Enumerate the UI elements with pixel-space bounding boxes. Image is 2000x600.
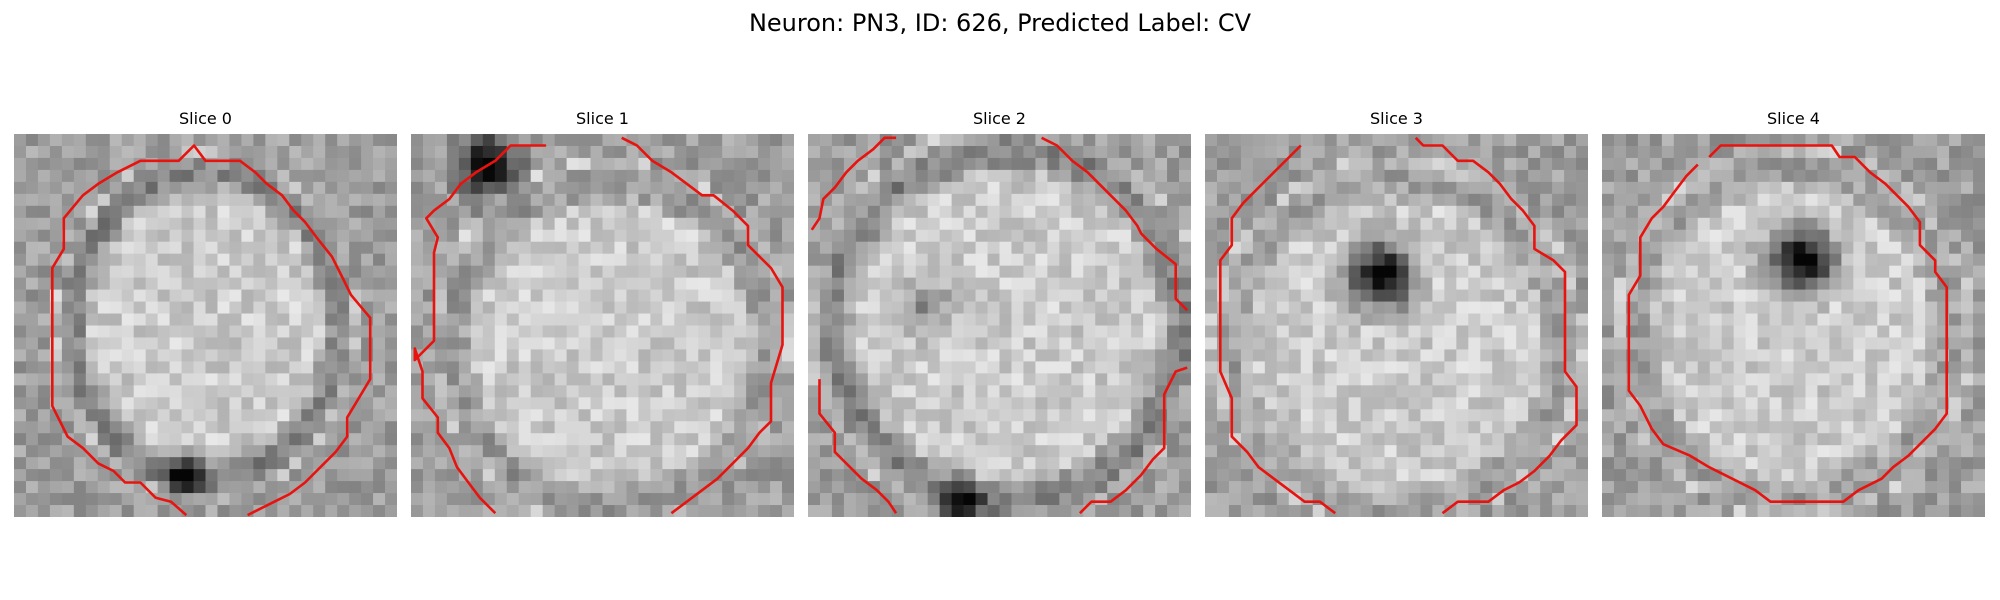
figure-title: Neuron: PN3, ID: 626, Predicted Label: C… [748, 9, 1252, 37]
slice-image-3 [1205, 134, 1588, 517]
contour-line-0-0 [50, 144, 372, 517]
slice-image-2 [808, 134, 1191, 517]
slice-panel-3: Slice 3 [1205, 108, 1588, 518]
contour-line-1-0 [413, 144, 547, 515]
contour-line-2-3 [1078, 366, 1188, 515]
contour-line-2-2 [818, 379, 898, 514]
contour-line-3-1 [1414, 136, 1578, 515]
slice-image-0 [14, 134, 397, 517]
contour-line-1-1 [621, 136, 784, 515]
slice-panel-4: Slice 4 [1602, 108, 1985, 518]
slice-title-4: Slice 4 [1767, 109, 1820, 128]
slice-title-0: Slice 0 [179, 109, 232, 128]
slice-panel-2: Slice 2 [808, 108, 1191, 518]
slice-title-1: Slice 1 [576, 109, 629, 128]
contour-line-3-0 [1219, 144, 1336, 515]
slice-title-3: Slice 3 [1370, 109, 1423, 128]
slice-image-4 [1602, 134, 1985, 517]
contour-line-2-0 [810, 136, 897, 231]
slice-panel-0: Slice 0 [14, 108, 397, 518]
contour-line-4-0 [1627, 144, 1949, 504]
slice-panel-1: Slice 1 [411, 108, 794, 518]
slice-title-2: Slice 2 [973, 109, 1026, 128]
slice-image-1 [411, 134, 794, 517]
contour-line-2-1 [1041, 136, 1189, 312]
